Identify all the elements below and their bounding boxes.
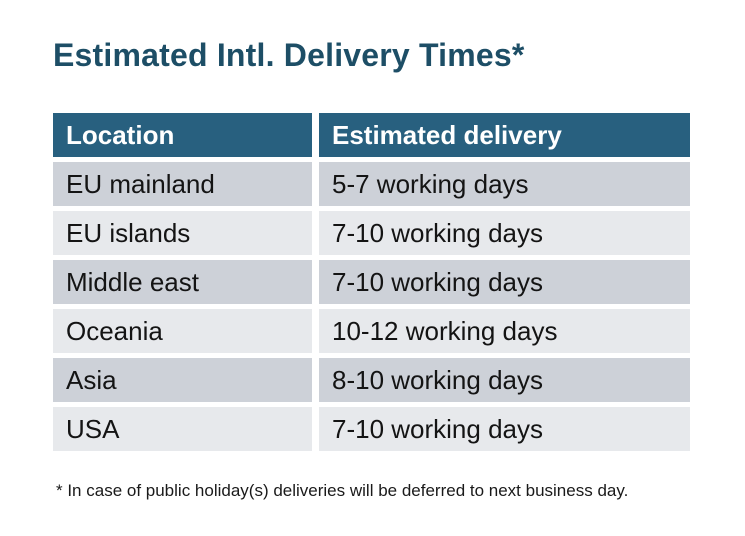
delivery-cell: 8-10 working days <box>319 358 690 402</box>
location-cell: EU mainland <box>53 162 312 206</box>
location-cell: USA <box>53 407 312 451</box>
location-cell: EU islands <box>53 211 312 255</box>
location-cell: Asia <box>53 358 312 402</box>
delivery-times-table: Location Estimated delivery EU mainland … <box>53 113 690 451</box>
delivery-cell: 5-7 working days <box>319 162 690 206</box>
page-title: Estimated Intl. Delivery Times* <box>53 37 525 73</box>
delivery-cell: 7-10 working days <box>319 260 690 304</box>
column-header-location: Location <box>53 113 312 157</box>
location-cell: Oceania <box>53 309 312 353</box>
column-header-estimated-delivery: Estimated delivery <box>319 113 690 157</box>
delivery-cell: 7-10 working days <box>319 211 690 255</box>
delivery-cell: 10-12 working days <box>319 309 690 353</box>
footnote: * In case of public holiday(s) deliverie… <box>56 481 629 500</box>
location-cell: Middle east <box>53 260 312 304</box>
delivery-cell: 7-10 working days <box>319 407 690 451</box>
